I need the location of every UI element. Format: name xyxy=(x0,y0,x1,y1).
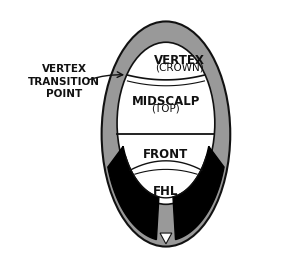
Text: (TOP): (TOP) xyxy=(151,103,180,114)
Text: VERTEX: VERTEX xyxy=(154,54,205,67)
Polygon shape xyxy=(160,233,172,244)
Polygon shape xyxy=(108,146,159,240)
Polygon shape xyxy=(173,146,224,240)
Text: FHL: FHL xyxy=(153,185,179,198)
Ellipse shape xyxy=(102,21,230,247)
Text: VERTEX
TRANSITION
POINT: VERTEX TRANSITION POINT xyxy=(28,64,100,99)
Ellipse shape xyxy=(117,42,215,204)
Text: MIDSCALP: MIDSCALP xyxy=(132,95,200,108)
Text: FRONT: FRONT xyxy=(143,148,188,161)
Text: (CROWN): (CROWN) xyxy=(155,62,204,72)
